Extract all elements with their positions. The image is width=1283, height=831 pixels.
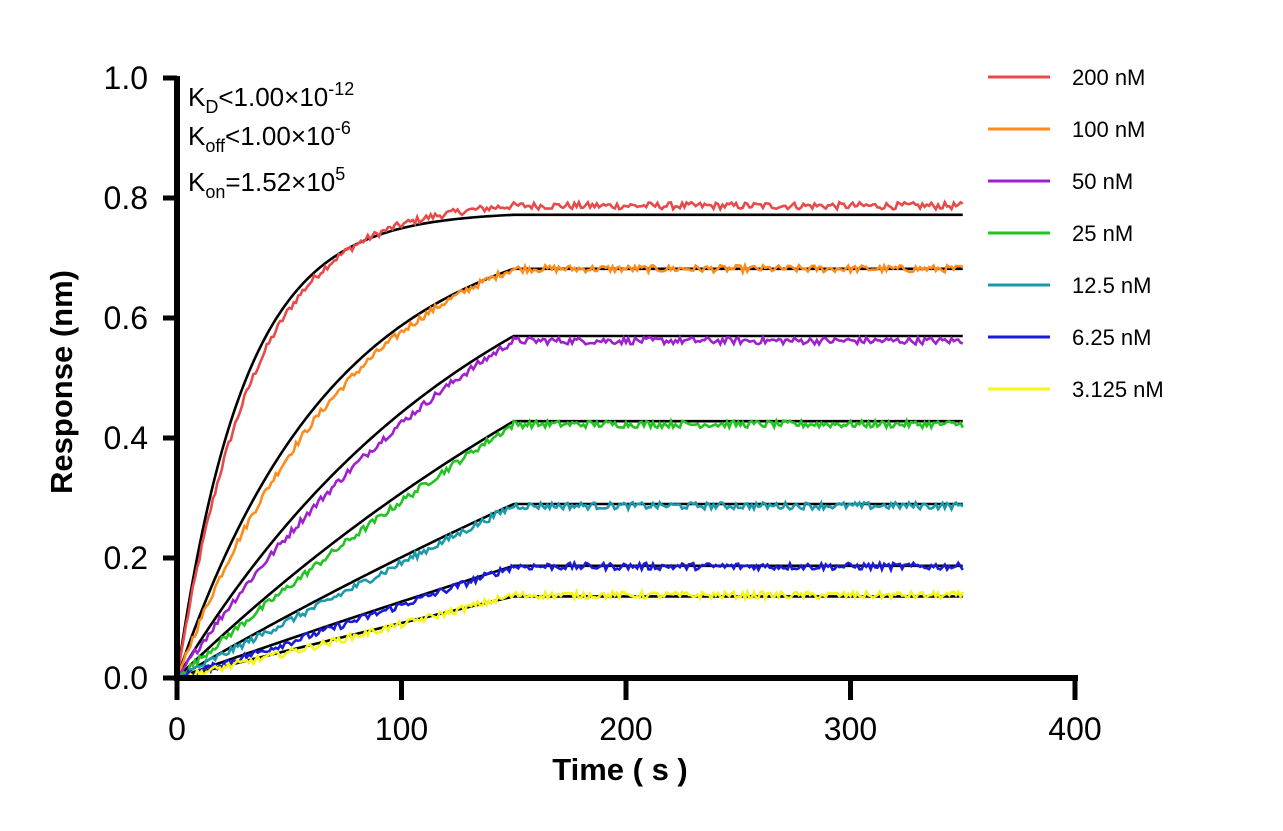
x-axis-title: Time ( s ): [552, 752, 688, 787]
x-tick-label: 100: [375, 711, 428, 747]
legend-label: 12.5 nM: [1072, 273, 1152, 298]
x-tick-label: 300: [824, 711, 877, 747]
annotation-kd: KD<1.00×10-12: [188, 79, 354, 117]
annotation-kon: Kon=1.52×105: [188, 164, 345, 202]
y-axis-title: Response (nm): [44, 270, 79, 494]
y-tick-label: 0.4: [104, 420, 148, 456]
annotation-koff: Koff<1.00×10-6: [188, 118, 351, 156]
series-line-12-5-nM: [176, 499, 964, 680]
series-curves: [175, 199, 964, 681]
y-tick-label: 1.0: [104, 60, 148, 96]
x-tick-label: 200: [599, 711, 652, 747]
legend-label: 3.125 nM: [1072, 377, 1164, 402]
y-tick-label: 0.2: [104, 540, 148, 576]
legend-label: 200 nM: [1072, 65, 1145, 90]
series-line-3-125-nM: [176, 587, 964, 680]
fit-curve: [176, 419, 963, 679]
series-line-200-nM: [175, 199, 964, 679]
series-line-100-nM: [175, 261, 964, 679]
series-line-50-nM: [175, 333, 964, 679]
legend-label: 50 nM: [1072, 169, 1133, 194]
x-ticks: 0 100 200 300 400: [168, 678, 1102, 747]
series-line-25-nM: [176, 416, 964, 679]
y-tick-label: 0.8: [104, 180, 148, 216]
fit-curve: [176, 502, 963, 680]
x-tick-label: 0: [168, 711, 186, 747]
y-tick-label: 0.6: [104, 300, 148, 336]
axes: 0.0 0.2 0.4 0.6 0.8 1.0 0 100 200 300 400: [104, 60, 1102, 747]
legend-label: 25 nM: [1072, 221, 1133, 246]
series-line-6-25-nM: [176, 559, 964, 681]
fit-curve: [175, 213, 963, 679]
x-tick-label: 400: [1048, 711, 1101, 747]
legend-label: 6.25 nM: [1072, 325, 1152, 350]
y-tick-label: 0.0: [104, 660, 148, 696]
y-ticks: 0.0 0.2 0.4 0.6 0.8 1.0: [104, 60, 177, 696]
legend-label: 100 nM: [1072, 117, 1145, 142]
legend: 200 nM 100 nM 50 nM 25 nM 12.5 nM 6.25 nM 3.12…: [988, 65, 1164, 402]
